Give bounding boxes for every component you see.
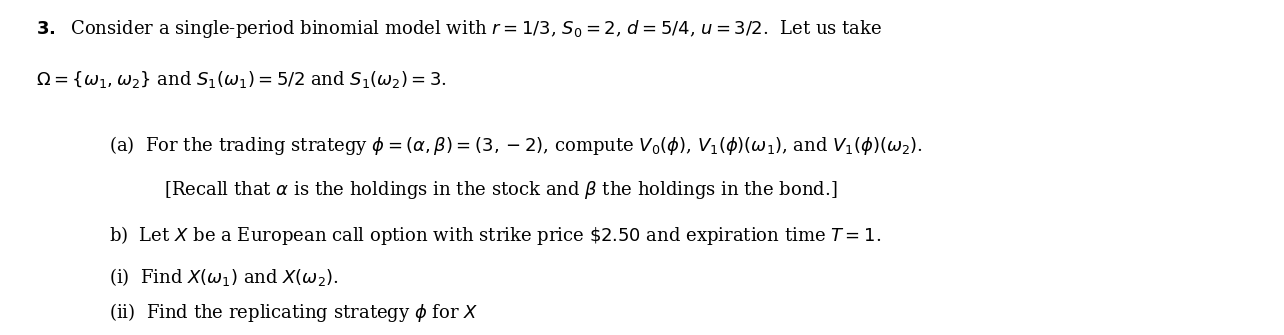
- Text: $\Omega = \{\omega_1, \omega_2\}$ and $S_1(\omega_1) = 5/2$ and $S_1(\omega_2) =: $\Omega = \{\omega_1, \omega_2\}$ and $S…: [36, 69, 447, 90]
- Text: (i)  Find $X(\omega_1)$ and $X(\omega_2)$.: (i) Find $X(\omega_1)$ and $X(\omega_2)$…: [109, 266, 339, 288]
- Text: (a)  For the trading strategy $\phi = (\alpha, \beta) = (3, -2)$, compute $V_0(\: (a) For the trading strategy $\phi = (\a…: [109, 134, 923, 157]
- Text: [Recall that $\alpha$ is the holdings in the stock and $\beta$ the holdings in t: [Recall that $\alpha$ is the holdings in…: [164, 179, 838, 201]
- Text: (ii)  Find the replicating strategy $\phi$ for $X$: (ii) Find the replicating strategy $\phi…: [109, 302, 479, 325]
- Text: b)  Let $X$ be a European call option with strike price $\$2.50$ and expiration : b) Let $X$ be a European call option wit…: [109, 224, 881, 248]
- Text: $\mathbf{3.}$  Consider a single-period binomial model with $r = 1/3$, $S_0 = 2$: $\mathbf{3.}$ Consider a single-period b…: [36, 18, 882, 41]
